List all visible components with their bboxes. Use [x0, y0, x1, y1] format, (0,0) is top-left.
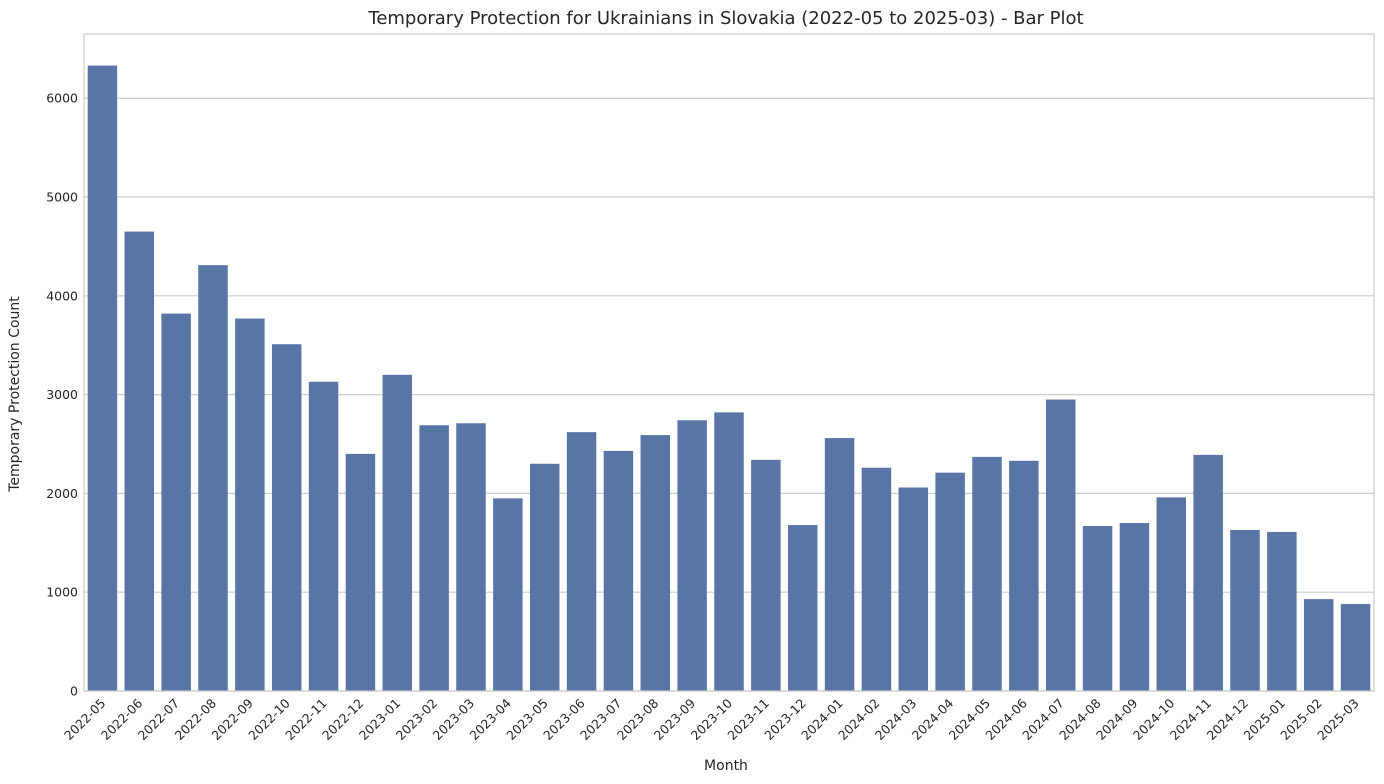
bar: [861, 467, 892, 691]
bar: [1303, 599, 1334, 691]
bar: [529, 463, 560, 691]
y-tick-label: 5000: [46, 190, 78, 205]
bar: [1156, 497, 1187, 691]
bar: [751, 459, 781, 691]
x-tick-labels: 2022-052022-062022-072022-082022-092022-…: [61, 695, 1362, 743]
y-tick-label: 4000: [46, 288, 78, 303]
bar: [714, 412, 744, 691]
bar: [1082, 526, 1113, 691]
bars: [87, 65, 1371, 691]
bar: [1340, 604, 1371, 691]
y-axis-label: Temporary Protection Count: [7, 296, 23, 493]
bar: [382, 374, 413, 691]
bar: [677, 420, 707, 691]
x-axis-label: Month: [704, 758, 748, 774]
bar: [161, 313, 191, 691]
bar: [198, 265, 228, 691]
plot-frame: [83, 33, 1375, 692]
bar: [787, 525, 818, 691]
chart-title: Temporary Protection for Ukrainians in S…: [367, 8, 1083, 29]
bar: [935, 472, 965, 691]
bar: [1193, 454, 1223, 691]
y-tick-label: 1000: [46, 585, 78, 600]
bar: [566, 432, 597, 691]
bar: [87, 65, 118, 691]
y-tick-labels: 0 1000 2000 3000 4000 5000 6000: [46, 91, 78, 699]
bar: [898, 487, 929, 691]
y-tick-label: 2000: [46, 486, 78, 501]
bar: [271, 344, 302, 691]
bar: [1267, 531, 1297, 691]
y-tick-label: 6000: [46, 91, 78, 106]
bar: [1045, 399, 1076, 691]
bar: [235, 318, 265, 691]
bar: [493, 498, 523, 691]
y-tick-label: 0: [70, 684, 78, 699]
bar: [456, 423, 486, 691]
bar: [972, 456, 1002, 691]
bar: [824, 438, 855, 691]
bar: [1009, 460, 1039, 691]
bar: [419, 425, 449, 691]
bar: [308, 381, 339, 691]
bar: [640, 435, 671, 691]
bar: [1119, 523, 1150, 691]
bar: [603, 450, 634, 691]
bar: [124, 231, 155, 691]
bar: [345, 453, 376, 691]
bar: [1230, 529, 1260, 691]
y-tick-label: 3000: [46, 387, 78, 402]
